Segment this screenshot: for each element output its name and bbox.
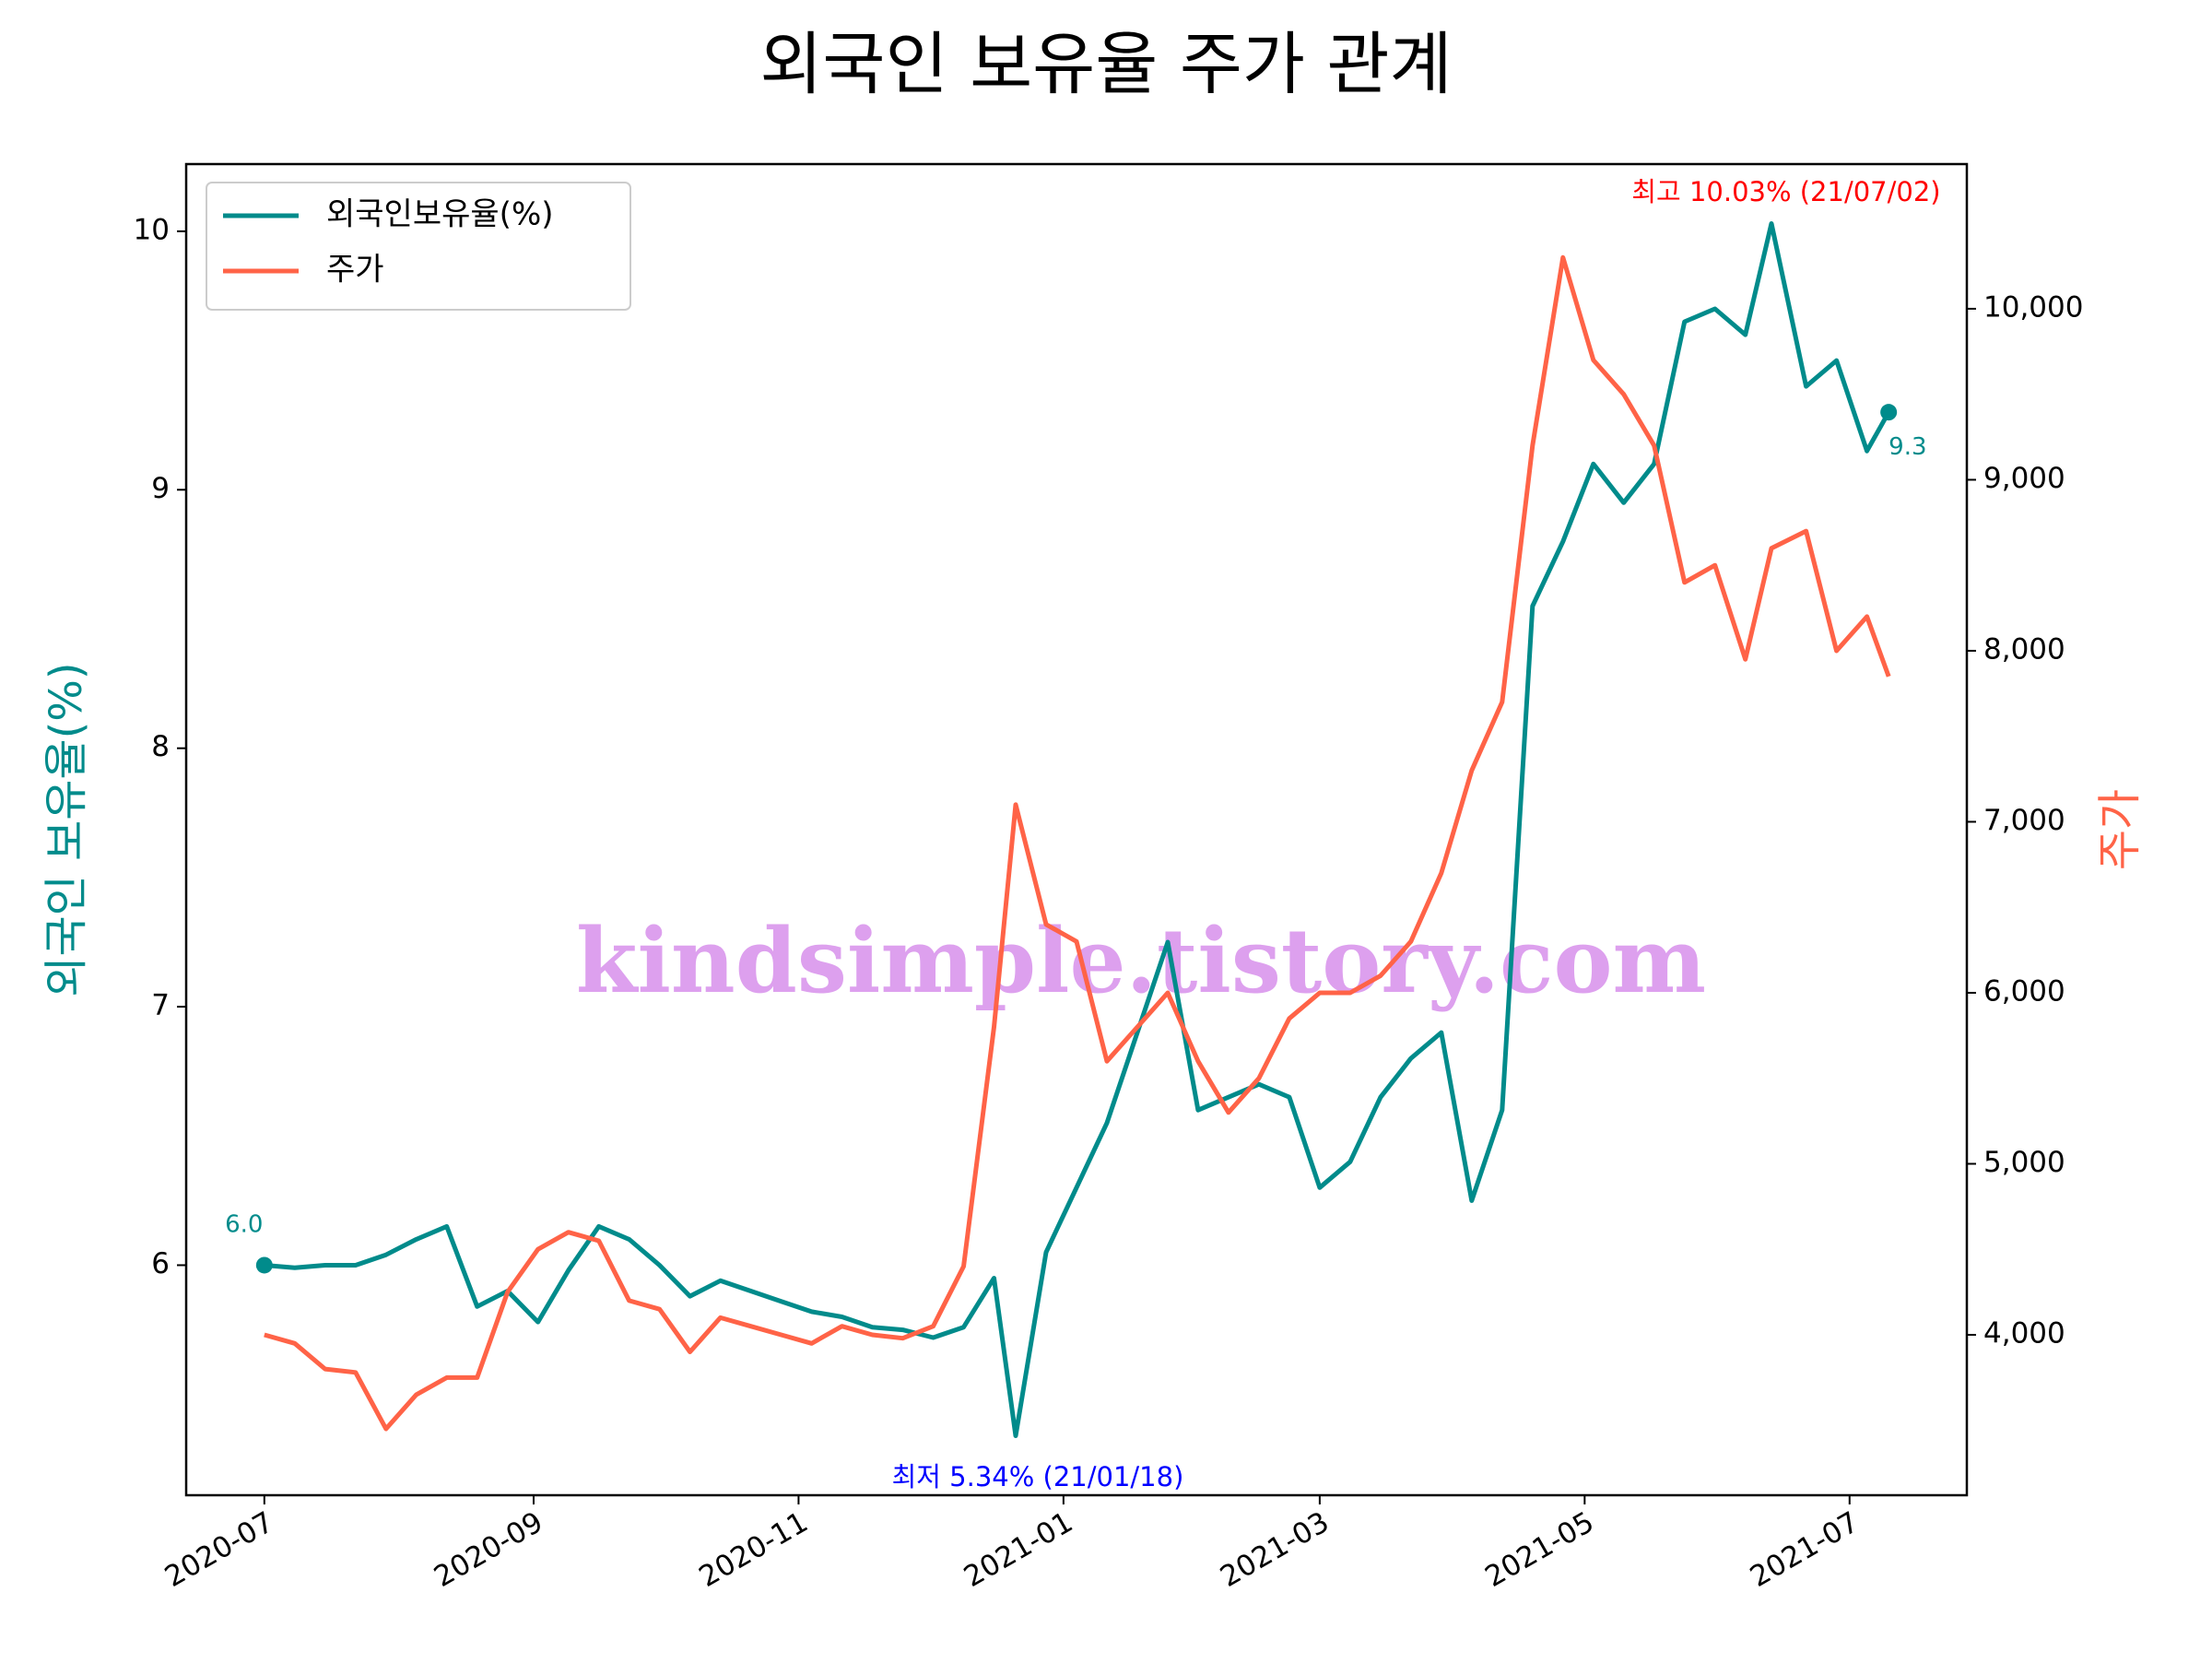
- y-axis-label: 외국인 보유율(%): [41, 662, 92, 997]
- series-line: [264, 254, 1891, 1432]
- x-tick-label: 2021-07: [1745, 1505, 1865, 1594]
- y-tick-label: 7: [151, 989, 170, 1022]
- min-annotation: 최저 5.34% (21/01/18): [892, 1461, 1184, 1492]
- y2-tick-label: 7,000: [1983, 804, 2065, 837]
- x-tick-label: 2021-03: [1215, 1505, 1335, 1594]
- max-annotation: 최고 10.03% (21/07/02): [1631, 176, 1940, 207]
- point-label: 6.0: [225, 1210, 263, 1238]
- y-tick-label: 9: [151, 472, 170, 505]
- y2-axis-label: 주가: [2094, 789, 2146, 870]
- y2-tick-label: 9,000: [1983, 462, 2065, 495]
- series-line: [264, 221, 1891, 1438]
- point-marker: [1880, 404, 1898, 421]
- plot-frame: [184, 162, 1969, 1497]
- y2-tick-label: 5,000: [1983, 1146, 2065, 1179]
- x-tick-label: 2021-05: [1479, 1505, 1599, 1594]
- watermark: kindsimple.tistory.com: [576, 909, 1706, 1013]
- y2-tick-label: 4,000: [1983, 1316, 2065, 1350]
- x-tick-label: 2020-11: [693, 1505, 813, 1594]
- point-marker: [255, 1256, 273, 1274]
- y2-tick-label: 6,000: [1983, 974, 2065, 1008]
- x-tick-label: 2021-01: [959, 1505, 1078, 1594]
- y-tick-label: 10: [134, 213, 170, 246]
- y2-tick-label: 8,000: [1983, 632, 2065, 666]
- legend-label: 주가: [326, 252, 384, 289]
- legend-box: [206, 182, 631, 311]
- x-tick-label: 2020-09: [429, 1505, 548, 1594]
- x-tick-label: 2020-07: [159, 1505, 279, 1594]
- chart-title: 외국인 보유율 주가 관계: [759, 25, 1452, 104]
- point-label: 9.3: [1888, 433, 1926, 461]
- y2-tick-label: 10,000: [1983, 290, 2083, 324]
- y-tick-label: 6: [151, 1247, 170, 1280]
- legend-label: 외국인보유율(%): [326, 196, 554, 233]
- y-tick-label: 8: [151, 730, 170, 763]
